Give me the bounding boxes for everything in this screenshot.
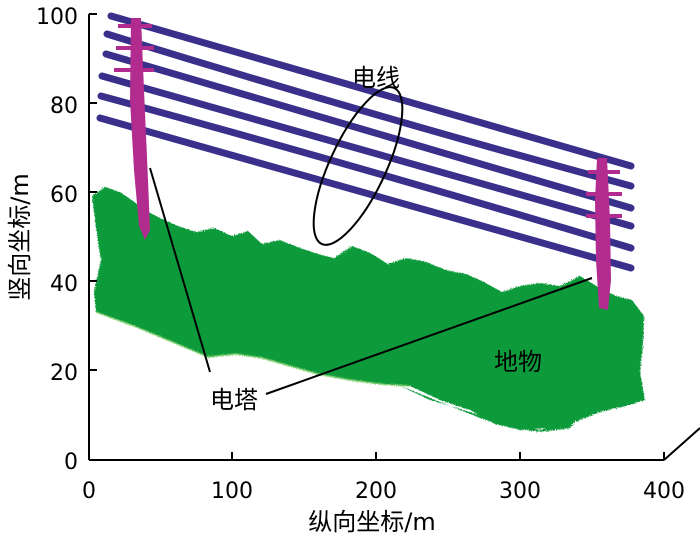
ground-lower-lobe (396, 384, 575, 432)
x-tick-label: 200 (355, 479, 397, 504)
y-tick-label: 100 (36, 5, 78, 30)
ground-point-cloud (92, 187, 645, 432)
ground-edge-highlight (95, 311, 411, 387)
y-tick-labels: 0 20 40 60 80 100 (36, 5, 78, 475)
power-line-5 (97, 92, 635, 252)
tower-left-crossarms (114, 24, 154, 72)
x-axis-title: 纵向坐标/m (308, 508, 435, 536)
power-line-3 (102, 50, 635, 212)
tower-right-crossarms (586, 170, 622, 218)
y-axis-ticks (89, 13, 97, 371)
towers (114, 18, 622, 310)
tower-leader-left (149, 167, 211, 373)
tower-label: 电塔 (210, 386, 258, 414)
power-lines (96, 12, 635, 272)
ground-label: 地物 (494, 348, 542, 376)
power-line-label: 电线 (352, 64, 400, 92)
tower-leader-right (265, 277, 593, 395)
ground-shape (92, 187, 645, 430)
y-tick-label: 20 (50, 361, 78, 386)
x-tick-label: 300 (499, 479, 541, 504)
x-axis-ticks (231, 452, 665, 460)
y-tick-label: 40 (50, 272, 78, 297)
power-line-ellipse (312, 86, 404, 246)
y-tick-label: 80 (50, 94, 78, 119)
depth-axis-line (663, 427, 700, 461)
y-tick-label: 0 (64, 450, 78, 475)
tower-left (130, 18, 150, 240)
power-line-4 (98, 72, 635, 230)
axes (88, 13, 700, 461)
x-tick-label: 400 (643, 479, 685, 504)
power-line-callout: 电线 (312, 64, 404, 246)
power-line-6 (96, 114, 635, 272)
y-tick-label: 60 (50, 183, 78, 208)
x-tick-label: 0 (82, 479, 96, 504)
tower-callout (149, 167, 593, 395)
x-tick-labels: 0 100 200 300 400 (82, 479, 685, 504)
power-line-1 (107, 12, 635, 170)
x-tick-label: 100 (211, 479, 253, 504)
power-line-2 (103, 30, 635, 190)
y-axis-title: 竖向坐标/m (6, 173, 34, 300)
